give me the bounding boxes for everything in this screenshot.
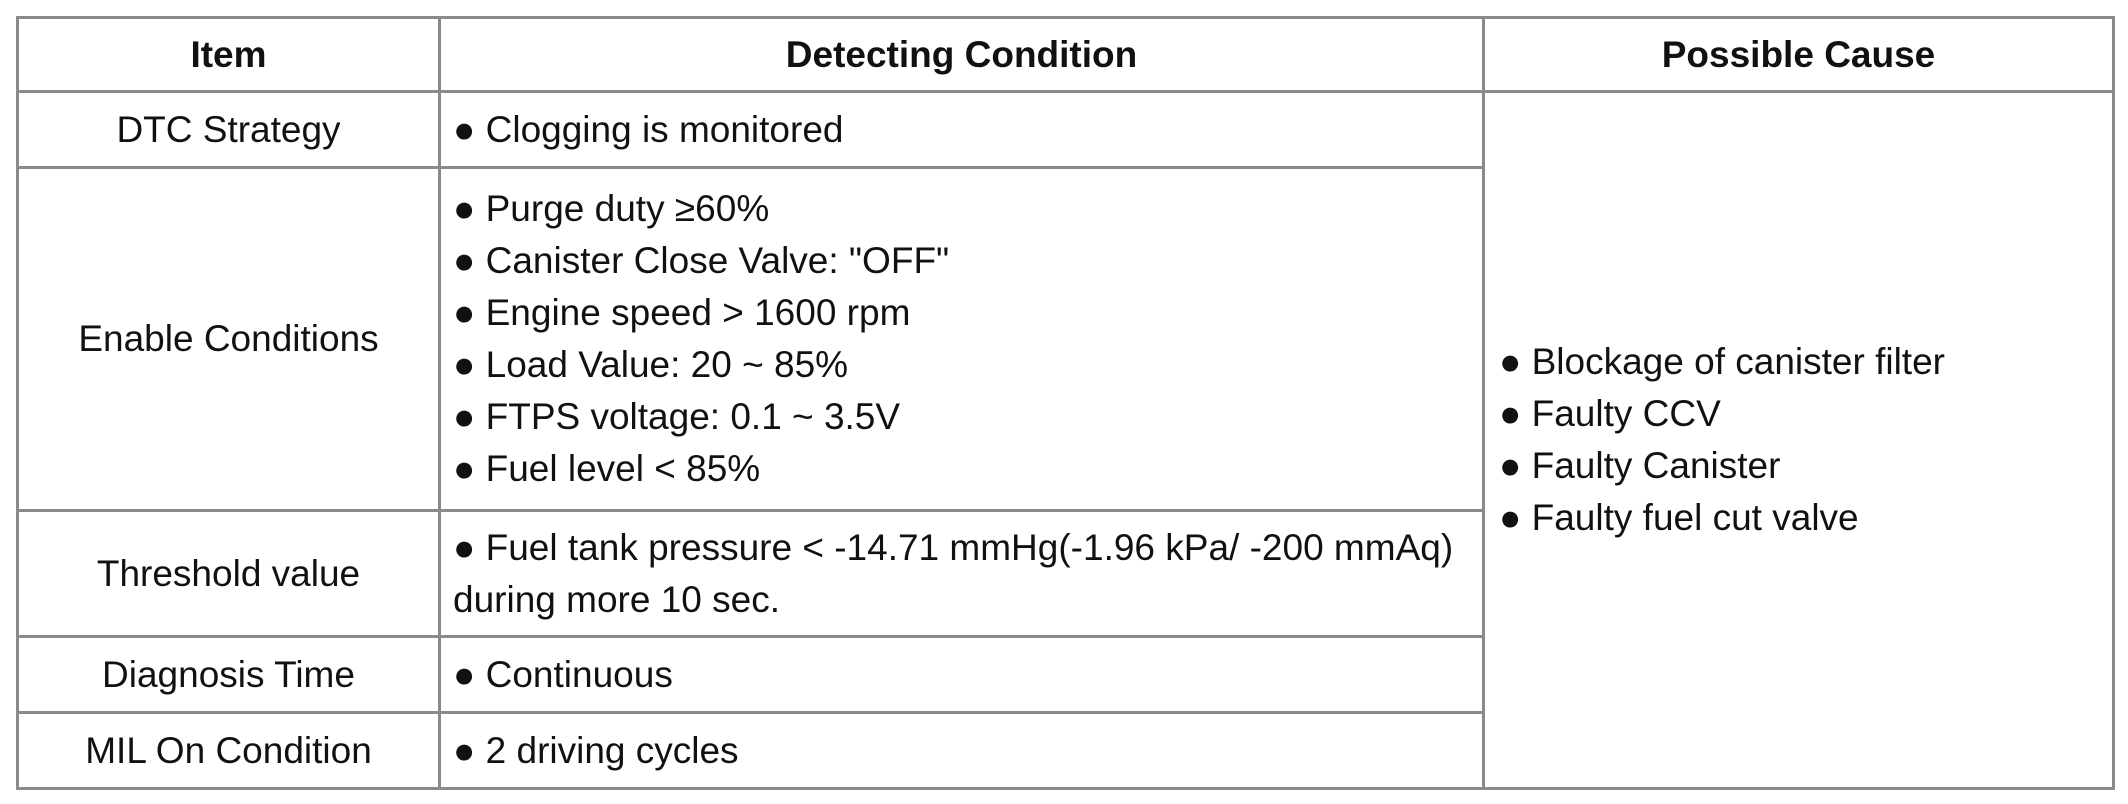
diagnostic-table: Item Detecting Condition Possible Cause … [16,16,2115,790]
table-row: Enable Conditions ● Purge duty ≥60% ● Cani… [16,166,2114,512]
condition-line: ● Fuel tank pressure < -14.71 mmHg(-1.96… [453,526,1454,620]
condition-line: ● Canister Close Valve: "OFF" [453,240,950,281]
item-cell: DTC Strategy [16,90,441,169]
cause-line: ● Blockage of canister filter [1499,341,1945,382]
header-cell: Detecting Condition [438,16,1485,93]
cause-cell: ● Blockage of canister filter ● Faulty CC… [1482,90,2115,790]
condition-cell: ● Clogging is monitored [438,90,1485,169]
condition-line: ● Load Value: 20 ~ 85% [453,344,849,385]
table-row: Threshold value ● Fuel tank pressure < -1… [16,509,2114,638]
cause-line: ● Faulty fuel cut valve [1499,497,1859,538]
table-row: MIL On Condition ● 2 driving cycles [16,711,2114,790]
condition-cell: ● Continuous [438,635,1485,714]
condition-cell: ● 2 driving cycles [438,711,1485,790]
condition-line: ● Clogging is monitored [453,108,844,150]
header-row: Item Detecting Condition Possible Cause [16,16,2115,93]
cause-line: ● Faulty CCV [1499,393,1721,434]
item-cell: Threshold value [16,509,441,638]
table-row: DTC Strategy ● Clogging is monitored ● Blo… [16,90,2115,790]
condition-line: ● 2 driving cycles [453,729,739,771]
condition-line: ● Fuel level < 85% [453,448,761,489]
header-cell: Possible Cause [1482,16,2115,93]
cause-line: ● Faulty Canister [1499,445,1781,486]
item-cell: Enable Conditions [16,166,441,512]
condition-line: ● FTPS voltage: 0.1 ~ 3.5V [453,396,901,437]
condition-line: ● Continuous [453,653,673,695]
table-row: Diagnosis Time ● Continuous [16,635,2114,714]
item-cell: MIL On Condition [16,711,441,790]
condition-cell: ● Purge duty ≥60% ● Canister Close Valve:… [438,166,1485,512]
item-cell: Diagnosis Time [16,635,441,714]
condition-line: ● Purge duty ≥60% [453,188,770,229]
table-body: DTC Strategy ● Clogging is monitored ● Blo… [16,90,2115,790]
condition-line: ● Engine speed > 1600 rpm [453,292,911,333]
header-cell: Item [16,16,441,93]
condition-cell: ● Fuel tank pressure < -14.71 mmHg(-1.96… [438,509,1485,638]
